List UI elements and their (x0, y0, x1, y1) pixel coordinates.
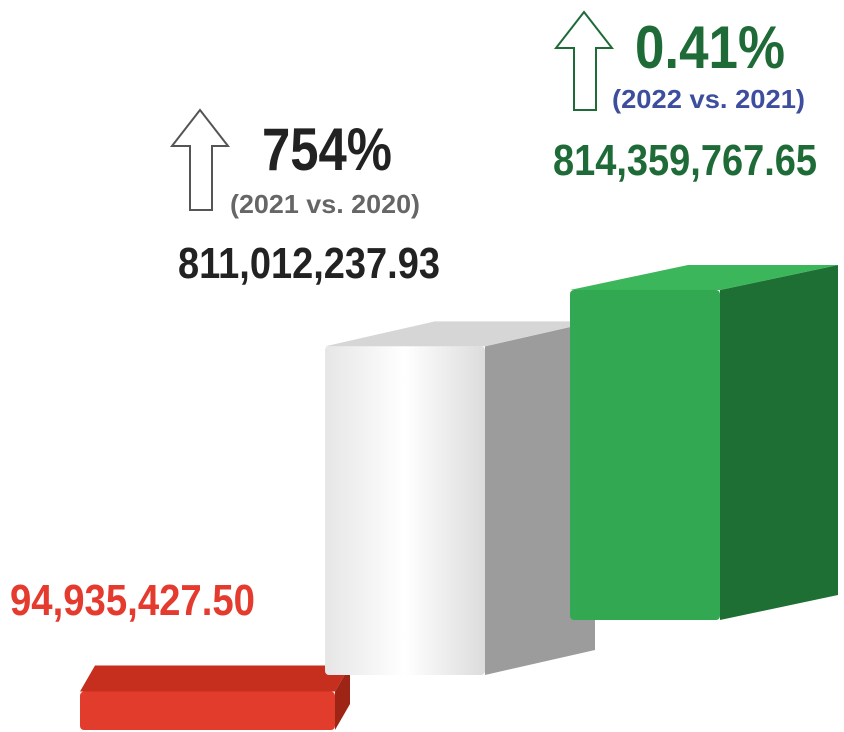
up-arrow (553, 10, 615, 111)
period-label: (2022 vs. 2021) (612, 84, 805, 114)
value-label: 94,935,427.50 (10, 576, 255, 625)
bar (80, 691, 335, 730)
bar-top (570, 265, 838, 290)
bar-top (80, 665, 350, 692)
bars (80, 265, 838, 730)
bar-side (335, 665, 350, 730)
bar-top (325, 321, 595, 347)
labels: 94,935,427.50 811,012,237.93 814,359,767.6… (10, 14, 817, 625)
value-label: 811,012,237.93 (178, 239, 440, 288)
period-label: (2021 vs. 2020) (230, 189, 420, 219)
value-label: 814,359,767.65 (553, 136, 817, 185)
up-arrow (169, 108, 231, 211)
bar (325, 346, 485, 675)
bar (570, 290, 720, 620)
bar-side (485, 321, 595, 675)
change-label: 0.41% (635, 14, 785, 81)
bar-side (720, 265, 838, 620)
change-label: 754% (262, 116, 392, 183)
